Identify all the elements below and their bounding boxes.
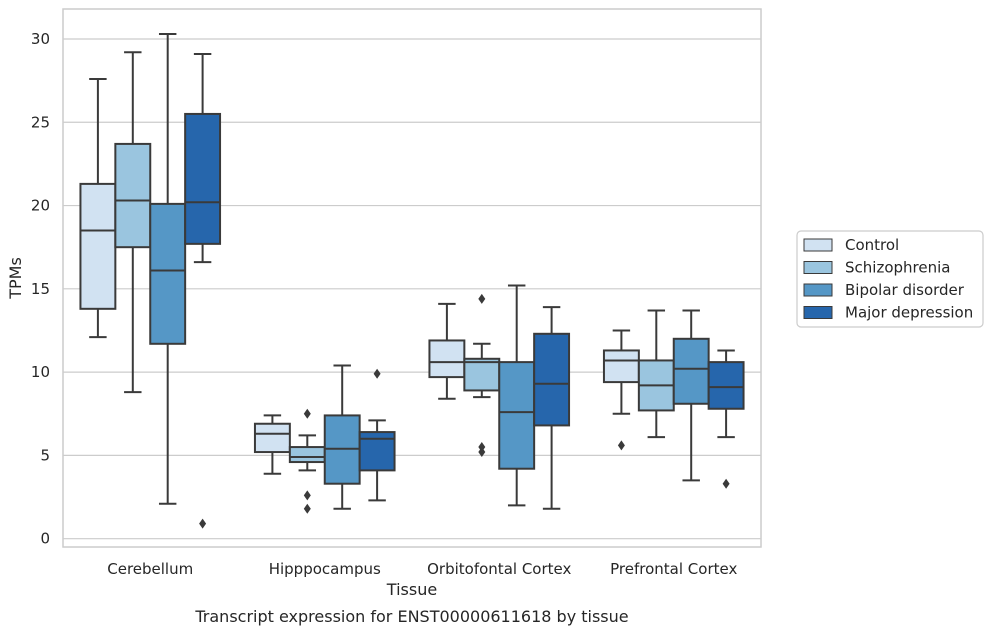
box-major-depression (184, 52, 222, 529)
box-iqr (253, 422, 291, 454)
y-tick-label: 15 (31, 280, 50, 298)
y-tick-label: 5 (40, 446, 50, 464)
box-control (79, 77, 117, 339)
box-bipolar-disorder (149, 32, 187, 505)
outlier-point (617, 440, 625, 451)
y-tick-label: 20 (31, 197, 50, 215)
box-major-depression (707, 349, 745, 489)
legend-entry: Major depression (845, 304, 973, 322)
outlier-point (303, 408, 311, 419)
box-iqr (463, 357, 501, 392)
outlier-point (722, 478, 730, 489)
box-iqr (533, 332, 571, 427)
box-bipolar-disorder (498, 284, 536, 507)
figure-caption: Transcript expression for ENST0000061161… (194, 607, 628, 626)
box-bipolar-disorder (672, 309, 710, 482)
box-plot-series (79, 32, 745, 529)
box-major-depression (533, 306, 571, 510)
x-tick-label: Hipppocampus (269, 560, 381, 578)
legend-frame (796, 230, 984, 328)
x-tick-label: Cerebellum (107, 560, 193, 578)
box-iqr (672, 337, 710, 405)
y-tick-label: 0 (40, 530, 50, 548)
x-axis-label: Tissue (386, 580, 437, 599)
y-tick-label: 30 (31, 30, 50, 48)
box-iqr (288, 446, 326, 464)
box-iqr (79, 182, 117, 310)
legend-entry: Control (845, 236, 899, 254)
legend-swatch (803, 238, 833, 252)
box-iqr (149, 202, 187, 345)
y-axis-label: TPMs (6, 257, 25, 300)
box-schizophrenia (463, 293, 501, 458)
box-schizophrenia (637, 309, 675, 439)
outlier-point (199, 518, 207, 529)
box-iqr (114, 142, 152, 249)
box-iqr (707, 361, 745, 410)
box-iqr (184, 112, 222, 245)
y-tick-label: 10 (31, 363, 50, 381)
legend-swatch (803, 306, 833, 319)
outlier-point (478, 447, 486, 458)
box-iqr (428, 339, 466, 379)
legend-swatch (803, 261, 833, 274)
x-tick-label: Orbitofontal Cortex (427, 560, 571, 578)
box-major-depression (358, 368, 396, 502)
box-control (428, 302, 466, 400)
outlier-point (478, 293, 486, 304)
box-schizophrenia (114, 51, 152, 394)
box-iqr (498, 361, 536, 470)
legend: Control Schizophrenia Bipolar disorder Majo… (796, 230, 984, 328)
legend-entry: Bipolar disorder (845, 281, 965, 299)
box-control (253, 414, 291, 475)
y-axis-ticks: 0 5 10 15 20 25 30 (31, 30, 50, 548)
x-axis-ticks: Cerebellum Hipppocampus Orbitofontal Corte… (107, 560, 737, 578)
legend-swatch (803, 283, 833, 297)
box-schizophrenia (288, 408, 326, 514)
plot-area-frame (62, 8, 762, 548)
outlier-point (303, 490, 311, 501)
x-tick-label: Prefrontal Cortex (610, 560, 737, 578)
box-iqr (602, 349, 640, 384)
outlier-point (373, 368, 381, 379)
outlier-point (303, 503, 311, 514)
box-control (602, 329, 640, 451)
y-tick-label: 25 (31, 113, 50, 131)
legend-entry: Schizophrenia (845, 259, 950, 277)
box-bipolar-disorder (323, 364, 361, 510)
